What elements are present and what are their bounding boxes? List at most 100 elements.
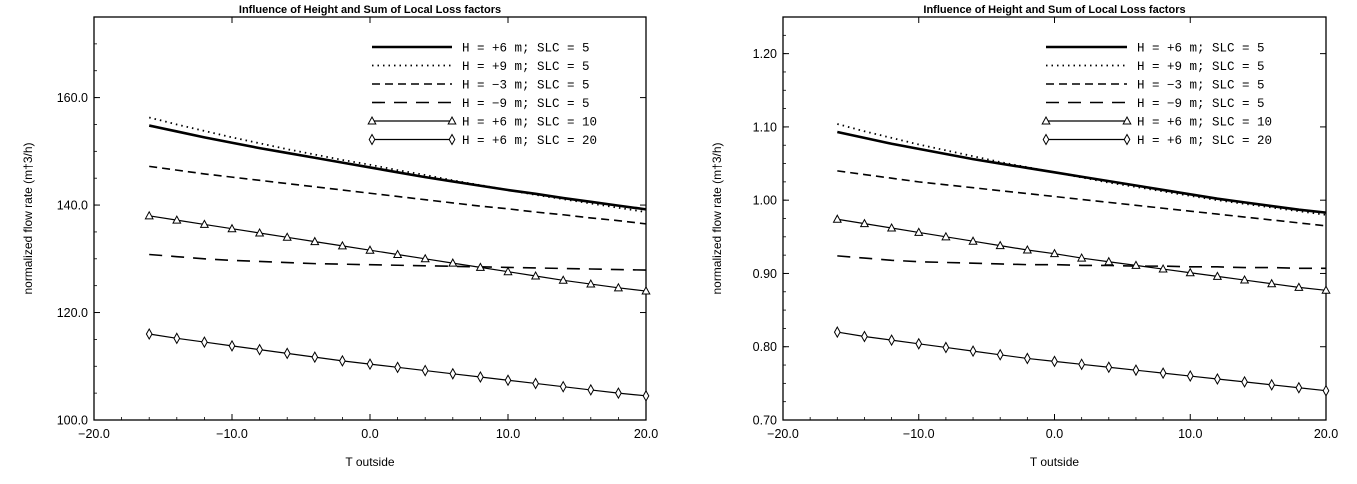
data-point [613,282,624,292]
data-point [1077,253,1087,262]
data-point [1104,256,1114,266]
data-point [172,215,182,224]
data-point [1268,378,1276,391]
y-tick-label: 100.0 [57,414,88,428]
data-point [1131,260,1141,269]
legend-label: H = +6 m; SLC = 10 [1137,116,1272,130]
data-point [311,351,319,364]
data-point [832,214,842,223]
data-point [144,210,154,220]
data-point [448,258,458,267]
y-tick-label: 1.20 [753,47,777,61]
x-axis-label: T outside [345,455,394,469]
data-point [1186,370,1194,383]
legend-label: H = +9 m; SLC = 5 [1137,60,1265,74]
series-line [149,165,647,225]
legend-marker [1122,115,1132,125]
legend-label: H = +6 m; SLC = 20 [1137,134,1272,148]
series-path [148,124,647,211]
chart-title: Influence of Height and Sum of Local Los… [239,4,501,16]
legend-marker [448,133,456,146]
data-point [201,336,208,349]
data-point [503,266,513,276]
x-tick-label: −10.0 [216,427,248,441]
data-point [1078,358,1086,371]
data-point [228,339,236,352]
data-point [586,279,596,288]
data-point [996,348,1004,361]
data-point [339,354,346,367]
legend-label: H = −9 m; SLC = 5 [462,97,590,111]
y-tick-label: 1.00 [753,194,777,208]
data-point [615,387,622,400]
y-tick-label: 0.80 [753,340,777,354]
data-point [254,227,265,237]
series-line [837,130,1327,214]
series-path [149,253,647,271]
series-path [148,116,647,213]
data-point [256,343,263,356]
legend-label: H = −9 m; SLC = 5 [1137,97,1265,111]
data-point [1023,352,1031,365]
data-point [915,337,923,350]
legend-marker [1042,133,1050,146]
series-line [144,210,651,295]
y-tick-label: 140.0 [57,199,88,213]
series-line [832,214,1331,294]
series-path [837,255,1326,270]
series-line [148,116,647,213]
y-tick-label: 160.0 [57,91,88,105]
chart-panel-right: Influence of Height and Sum of Local Los… [680,0,1357,484]
chart-right: Influence of Height and Sum of Local Los… [710,4,1338,469]
data-point [199,219,210,228]
data-point [173,332,181,345]
data-point [1185,267,1195,277]
data-point [941,231,951,241]
data-point [969,345,977,358]
legend-label: H = −3 m; SLC = 5 [462,79,590,93]
data-point [420,253,430,263]
legend-marker [1123,133,1131,146]
chart-left: Influence of Height and Sum of Local Los… [21,4,658,469]
data-point [1159,367,1167,380]
legend-label: H = +9 m; SLC = 5 [462,60,590,74]
data-point [1105,361,1113,374]
y-tick-label: 120.0 [57,306,88,320]
x-tick-label: 0.0 [1046,427,1063,441]
data-point [310,236,320,246]
x-tick-label: −10.0 [903,427,935,441]
legend-marker [367,115,377,125]
data-point [642,389,650,402]
legend-label: H = +6 m; SLC = 20 [462,134,597,148]
legend-label: H = +6 m; SLC = 5 [1137,42,1265,56]
series-line [149,253,647,271]
series-line [148,124,647,211]
data-point [1241,375,1248,388]
data-point [1322,384,1330,397]
series-line [145,328,650,402]
data-point [1321,285,1331,294]
legend-marker [1041,115,1051,125]
data-point [1295,381,1303,394]
data-point [861,330,868,343]
x-tick-label: 20.0 [634,427,658,441]
data-point [392,249,403,259]
y-tick-label: 0.70 [753,414,777,428]
data-point [1267,278,1277,288]
data-point [282,232,292,241]
data-point [283,347,291,360]
data-point [227,223,237,233]
chart-panel-left: Influence of Height and Sum of Local Los… [0,0,675,484]
data-point [914,227,924,236]
data-point [641,285,651,295]
legend-label: H = +6 m; SLC = 5 [462,42,590,56]
x-tick-label: 10.0 [496,427,520,441]
data-point [1239,275,1250,284]
legend-marker [447,115,457,125]
y-axis-label: normalized flow rate (m†3/h) [21,142,35,294]
data-point [886,222,897,232]
data-point [1214,372,1221,385]
data-point [1022,244,1032,254]
data-point [859,218,870,228]
data-point [532,377,539,390]
